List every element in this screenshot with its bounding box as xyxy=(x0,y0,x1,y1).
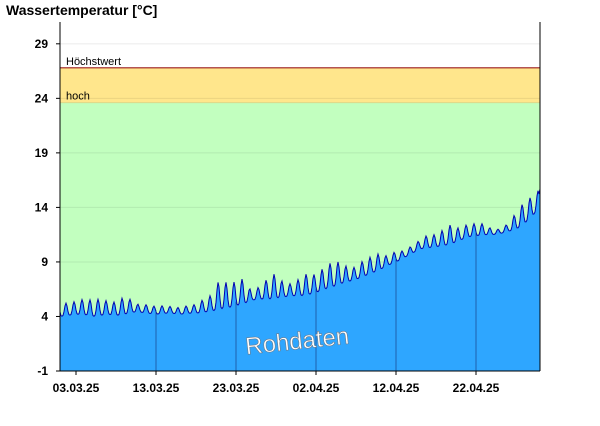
x-tick-label: 12.04.25 xyxy=(373,381,420,395)
chart-title: Wassertemperatur [°C] xyxy=(6,2,157,18)
y-tick-label: 4 xyxy=(41,309,48,323)
plot-area: Höchstwert hoch xyxy=(59,22,541,372)
y-tick-label: -1 xyxy=(37,364,48,378)
temperature-line xyxy=(59,188,541,317)
temperature-area xyxy=(60,188,540,371)
y-tick-label: 14 xyxy=(35,200,49,214)
x-axis: 03.03.25 13.03.25 23.03.25 02.04.25 12.04.25… xyxy=(53,371,500,395)
x-tick-label: 02.04.25 xyxy=(293,381,340,395)
x-tick-label: 23.03.25 xyxy=(213,381,260,395)
band-hoch xyxy=(60,67,540,103)
x-tick-label: 13.03.25 xyxy=(133,381,180,395)
y-tick-label: 29 xyxy=(35,37,49,51)
y-axis: 29 24 19 14 9 4 -1 xyxy=(35,37,60,378)
band-label-hoch: hoch xyxy=(66,91,90,103)
y-tick-label: 19 xyxy=(35,146,49,160)
y-tick-label: 24 xyxy=(35,91,49,105)
y-tick-label: 9 xyxy=(41,255,48,269)
x-tick-label: 22.04.25 xyxy=(453,381,500,395)
x-tick-label: 03.03.25 xyxy=(53,381,100,395)
threshold-label: Höchstwert xyxy=(66,56,121,68)
